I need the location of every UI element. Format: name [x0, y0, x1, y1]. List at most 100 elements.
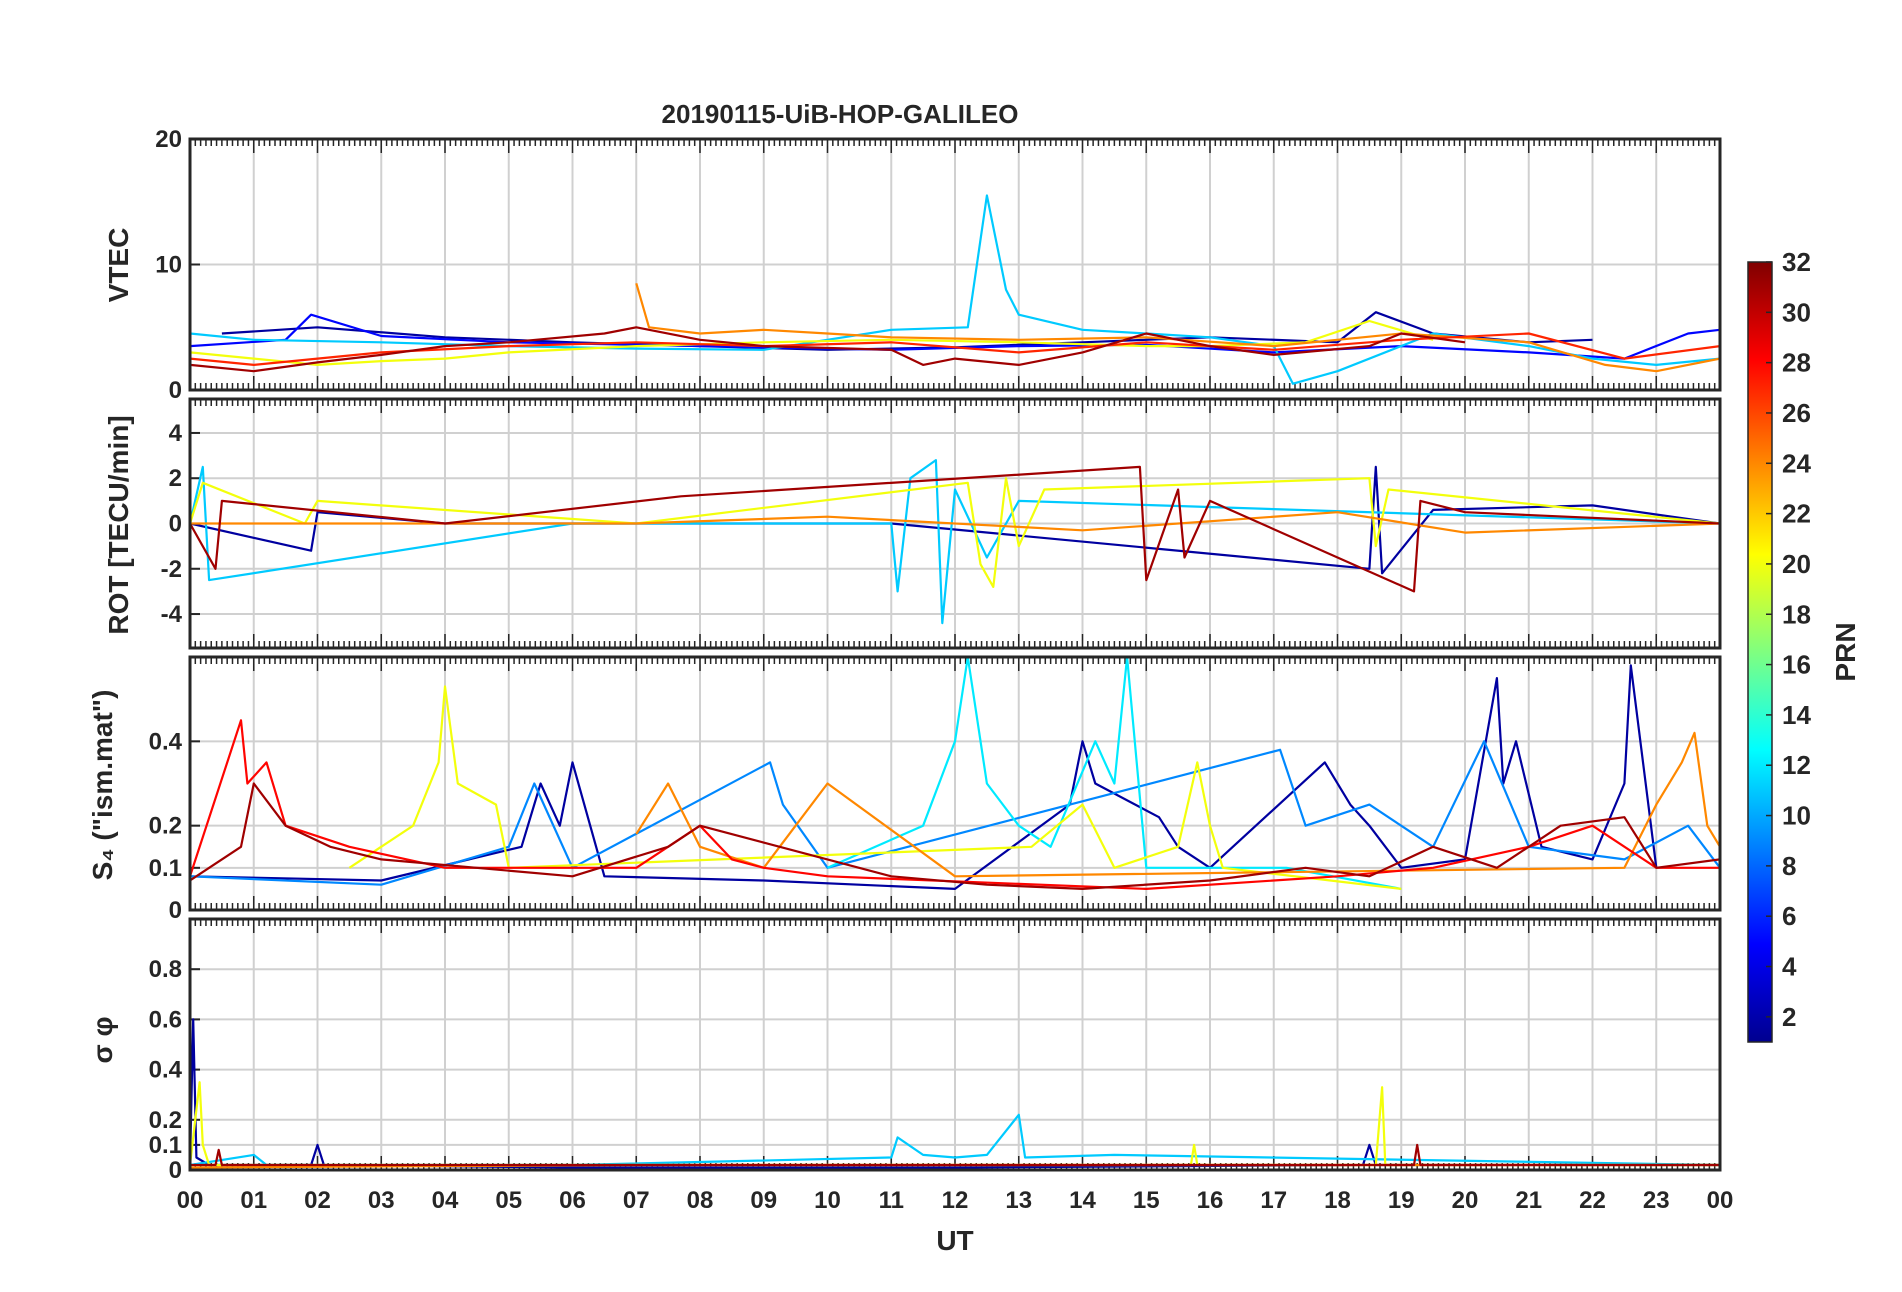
- y-tick-label: 0: [169, 897, 182, 924]
- x-tick-label: 00: [177, 1187, 204, 1214]
- series-group: [190, 1018, 1720, 1169]
- y-tick-label: 4: [169, 420, 183, 447]
- series-line-prn-2: [221, 311, 1593, 351]
- y-tick-label: 0.8: [149, 956, 182, 983]
- x-axis-label: UT: [936, 1225, 973, 1256]
- colorbar-tick-label: 24: [1782, 448, 1811, 478]
- x-tick-label: 02: [304, 1187, 331, 1214]
- colorbar-tick-label: 2: [1782, 1002, 1796, 1032]
- series-line-prn-31: [190, 782, 1720, 891]
- panel-frame: [188, 137, 1722, 392]
- panel-rot: -4 -2 0 2 4 ROT [TECU/min]: [103, 397, 1722, 650]
- x-tick-label: 06: [559, 1187, 586, 1214]
- y-tick-label: 0.1: [149, 1132, 182, 1159]
- x-tick-label: 19: [1388, 1187, 1415, 1214]
- y-tick-label: 0.6: [149, 1006, 182, 1033]
- series-group: [190, 459, 1720, 625]
- colorbar-tick-label: 12: [1782, 750, 1811, 780]
- series-line-prn-20: [190, 477, 1720, 589]
- series-line-prn-20: [190, 1081, 1720, 1167]
- x-tick-label: 05: [495, 1187, 522, 1214]
- x-tick-label: 00: [1707, 1187, 1734, 1214]
- y-tick-label: 2: [169, 465, 182, 492]
- x-tick-label: 22: [1579, 1187, 1606, 1214]
- x-tick-label: 03: [368, 1187, 395, 1214]
- y-axis-label: ROT [TECU/min]: [103, 415, 134, 634]
- x-tick-label: 07: [623, 1187, 650, 1214]
- series-line-prn-24: [635, 731, 1720, 878]
- x-tick-label: 12: [942, 1187, 969, 1214]
- x-tick-label: 23: [1643, 1187, 1670, 1214]
- colorbar-tick-label: 10: [1782, 801, 1811, 831]
- series-line-prn-31: [190, 465, 1720, 593]
- series-line-prn-2: [190, 664, 1658, 891]
- series-line-prn-31: [190, 326, 1466, 373]
- x-tick-label: 13: [1005, 1187, 1032, 1214]
- y-tick-label: 20: [155, 126, 182, 153]
- y-axis-label: S₄ ("ism.mat"): [87, 690, 118, 881]
- x-tick-label: 01: [240, 1187, 267, 1214]
- y-tick-label: 0.2: [149, 1107, 182, 1134]
- colorbar-tick-label: 30: [1782, 297, 1811, 327]
- x-tick-label: 16: [1197, 1187, 1224, 1214]
- y-axis-label: VTEC: [103, 228, 134, 303]
- colorbar-tick-label: 22: [1782, 499, 1811, 529]
- y-tick-label: 0.4: [149, 1057, 183, 1084]
- colorbar-gradient: [1747, 261, 1773, 1043]
- colorbar-tick-label: 6: [1782, 901, 1796, 931]
- y-tick-label: 0.1: [149, 855, 182, 882]
- series-line-prn-24: [190, 511, 1720, 534]
- x-tick-label: 20: [1452, 1187, 1479, 1214]
- x-tick-label: 09: [750, 1187, 777, 1214]
- y-tick-label: -4: [161, 601, 183, 628]
- x-tick-label: 14: [1069, 1187, 1096, 1214]
- x-tick-label: 08: [687, 1187, 714, 1214]
- y-tick-label: 10: [155, 252, 182, 279]
- x-tick-label: 11: [879, 1187, 904, 1214]
- y-tick-label: 0.2: [149, 813, 182, 840]
- figure-title: 20190115-UiB-HOP-GALILEO: [662, 99, 1019, 129]
- y-tick-label: 0.4: [149, 728, 183, 755]
- panel-frame: [188, 917, 1722, 1172]
- y-tick-label: 0: [169, 511, 182, 538]
- series-line-prn-12: [827, 657, 1402, 890]
- series-line-prn-24: [635, 282, 1720, 373]
- colorbar-tick-label: 16: [1782, 650, 1811, 680]
- x-tick-label: 04: [432, 1187, 459, 1214]
- colorbar-tick-label: 32: [1782, 247, 1811, 277]
- colorbar-tick-label: 14: [1782, 700, 1811, 730]
- panel-frame: [188, 397, 1722, 650]
- panel-sigma_phi: 00.10.2 0.4 0.6 0.8 σ φ: [87, 917, 1722, 1184]
- x-tick-label: 17: [1260, 1187, 1287, 1214]
- colorbar-tick-label: 26: [1782, 398, 1811, 428]
- series-line-prn-20: [190, 319, 1434, 366]
- panel-vtec: 0 10 20 VTEC: [103, 126, 1722, 404]
- y-tick-label: 0: [169, 1157, 182, 1184]
- colorbar-tick-label: 18: [1782, 599, 1811, 629]
- x-axis: 00 01 02 03 04 05 06 07 08 09 10 11 12 13 14 15 16 17 18 19…: [177, 1187, 1734, 1214]
- series-line-prn-20: [348, 685, 1402, 890]
- y-tick-label: -2: [161, 556, 182, 583]
- series-line-prn-11: [190, 459, 1720, 625]
- x-tick-label: 18: [1324, 1187, 1351, 1214]
- series-line-prn-31: [190, 1143, 1720, 1167]
- series-line-prn-27: [190, 332, 1720, 366]
- series-line-prn-9: [190, 740, 1720, 886]
- panel-frame: [188, 655, 1722, 912]
- series-line-prn-2: [190, 465, 1720, 575]
- series-group: [190, 194, 1720, 385]
- panel-s4: 0 0.1 0.2 0.4 S₄ ("ism.mat"): [87, 655, 1722, 924]
- colorbar-tick-label: 20: [1782, 549, 1811, 579]
- y-tick-label: 0: [169, 377, 182, 404]
- x-tick-label: 21: [1515, 1187, 1542, 1214]
- colorbar-tick-label: 8: [1782, 851, 1796, 881]
- x-tick-label: 15: [1133, 1187, 1160, 1214]
- y-axis-label: σ φ: [87, 1017, 118, 1064]
- x-tick-label: 10: [814, 1187, 841, 1214]
- colorbar-label: PRN: [1830, 622, 1861, 681]
- colorbar-tick-label: 28: [1782, 348, 1811, 378]
